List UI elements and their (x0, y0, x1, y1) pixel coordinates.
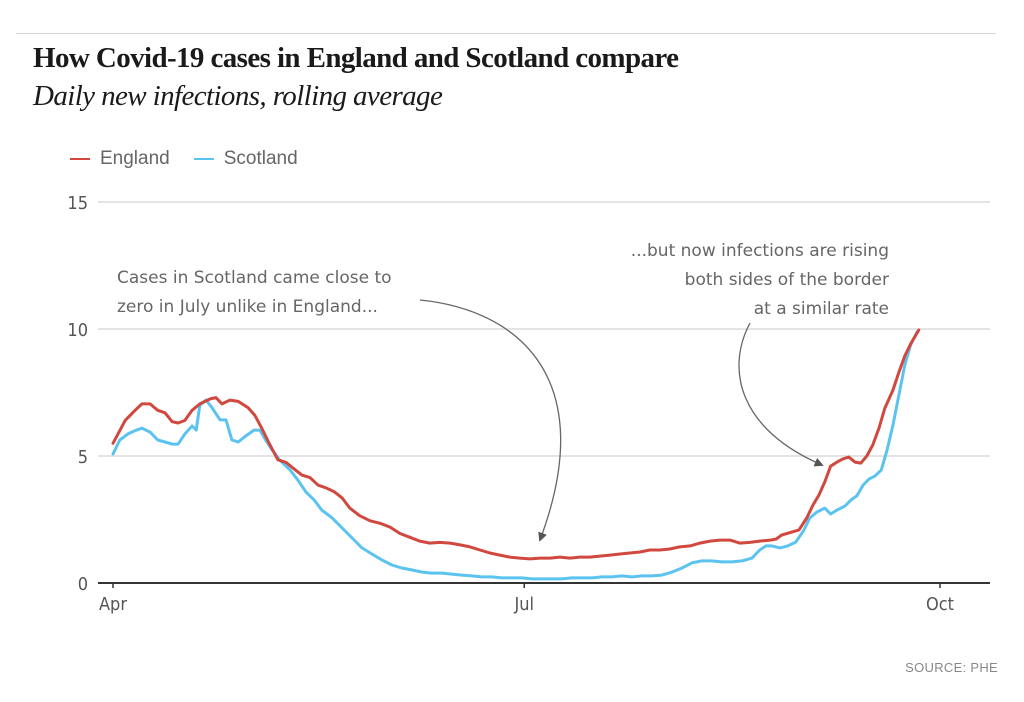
gridlines (98, 201, 990, 457)
series-lines (111, 328, 921, 581)
legend: England Scotland (70, 148, 322, 170)
legend-swatch-england (70, 158, 90, 160)
x-tick-label: Jul (513, 594, 534, 615)
annotation-2-line-1: ...but now infections are rising (631, 241, 889, 261)
annotation-1-line-1: Cases in Scotland came close to (117, 268, 392, 288)
x-tick-label: Apr (99, 594, 127, 615)
y-tick-label: 5 (78, 447, 88, 468)
y-axis: 0 5 10 15 (67, 193, 88, 595)
annotation-1-line-2: zero in July unlike in England... (117, 297, 378, 317)
annotations: Cases in Scotland came close to zero in … (117, 241, 889, 542)
top-rule (16, 33, 996, 34)
legend-label-scotland: Scotland (223, 148, 298, 169)
source-note: SOURCE: PHE (905, 660, 998, 675)
x-axis: Apr Jul Oct (98, 582, 990, 615)
annotation-2-line-2: both sides of the border (685, 270, 889, 290)
annotation-2-line-3: at a similar rate (754, 299, 889, 319)
annotation-1-arrow (419, 299, 562, 542)
y-tick-label: 15 (67, 193, 88, 214)
legend-swatch-scotland (193, 158, 214, 160)
legend-item-scotland: Scotland (193, 148, 298, 170)
series-line-scotland (111, 330, 919, 581)
legend-label-england: England (100, 148, 170, 169)
y-tick-label: 10 (67, 320, 88, 341)
legend-item-england: England (70, 148, 170, 170)
y-tick-label: 0 (78, 574, 88, 595)
chart-title: How Covid-19 cases in England and Scotla… (33, 42, 679, 74)
x-tick-label: Oct (926, 594, 954, 615)
annotation-2-arrow (738, 322, 824, 467)
series-line-england (111, 328, 921, 561)
chart-subtitle: Daily new infections, rolling average (33, 80, 443, 112)
